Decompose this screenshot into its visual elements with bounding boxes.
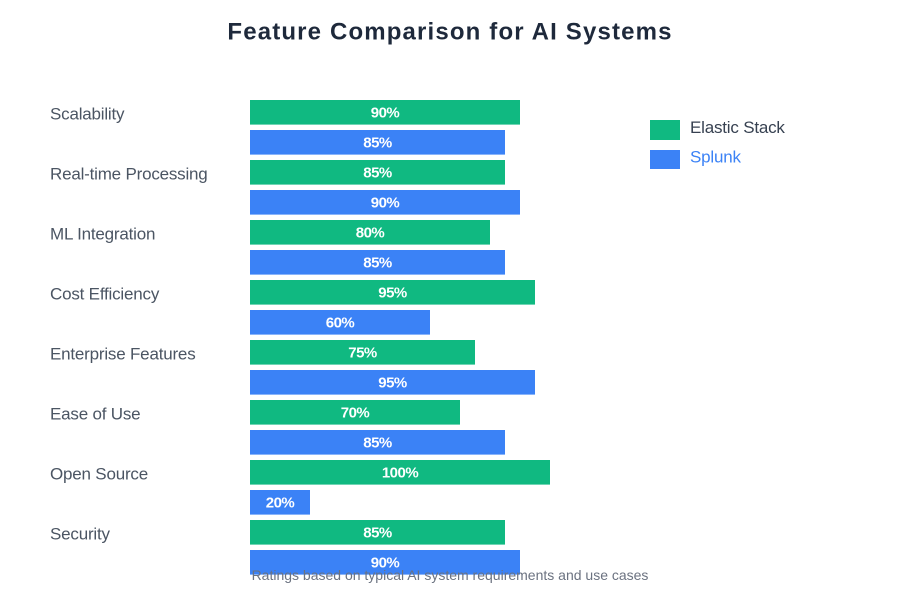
svg-text:ML Integration: ML Integration (50, 225, 155, 244)
svg-text:Ratings based on typical AI sy: Ratings based on typical AI system requi… (252, 567, 649, 583)
svg-text:75%: 75% (348, 345, 377, 362)
svg-text:Feature Comparison for AI Syst: Feature Comparison for AI Systems (227, 19, 672, 46)
svg-text:80%: 80% (356, 225, 385, 242)
svg-text:Ease of Use: Ease of Use (50, 405, 140, 424)
svg-text:Enterprise Features: Enterprise Features (50, 345, 196, 364)
svg-text:Cost Efficiency: Cost Efficiency (50, 285, 160, 304)
svg-text:20%: 20% (266, 495, 295, 512)
svg-text:Scalability: Scalability (50, 105, 125, 124)
svg-text:85%: 85% (363, 525, 392, 542)
svg-text:Splunk: Splunk (690, 147, 741, 166)
svg-text:85%: 85% (363, 435, 392, 452)
svg-text:Real-time Processing: Real-time Processing (50, 165, 208, 184)
svg-text:90%: 90% (371, 555, 400, 572)
svg-text:90%: 90% (371, 195, 400, 212)
svg-text:95%: 95% (378, 375, 407, 392)
svg-text:100%: 100% (382, 465, 419, 482)
svg-text:85%: 85% (363, 255, 392, 272)
svg-text:85%: 85% (363, 135, 392, 152)
svg-text:Elastic Stack: Elastic Stack (690, 118, 785, 137)
svg-text:70%: 70% (341, 405, 370, 422)
svg-text:Security: Security (50, 525, 111, 544)
svg-text:60%: 60% (326, 315, 355, 332)
svg-text:85%: 85% (363, 165, 392, 182)
svg-text:95%: 95% (378, 285, 407, 302)
svg-text:Open Source: Open Source (50, 465, 148, 484)
svg-text:90%: 90% (371, 105, 400, 122)
